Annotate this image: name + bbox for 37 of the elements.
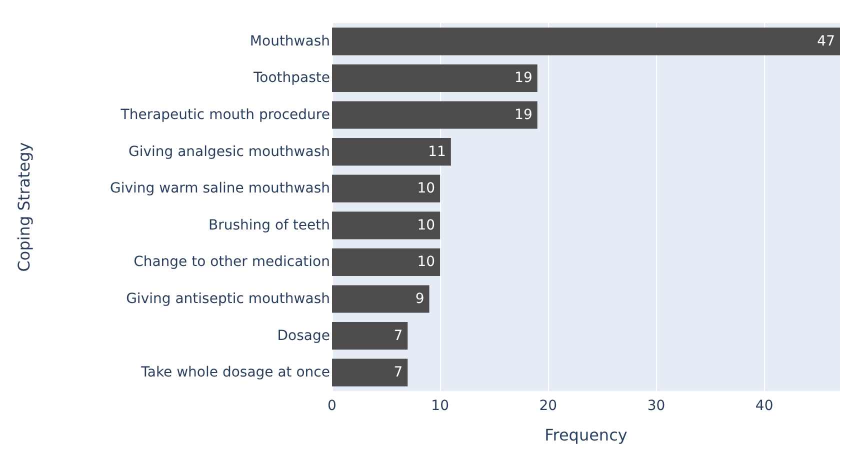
y-tick-label: Giving antiseptic mouthwash	[126, 291, 330, 307]
bar	[332, 101, 538, 129]
data-label: 19	[514, 107, 532, 123]
bar	[332, 212, 440, 240]
x-tick-label: 10	[431, 398, 449, 414]
y-tick-label: Toothpaste	[252, 70, 330, 86]
data-label: 9	[415, 291, 424, 307]
bar	[332, 28, 840, 56]
bar	[332, 248, 440, 276]
y-tick-label: Change to other medication	[134, 254, 330, 270]
data-label: 10	[417, 180, 436, 197]
y-tick-label: Take whole dosage at once	[140, 364, 330, 381]
y-axis-title: Coping Strategy	[14, 142, 34, 272]
y-tick-label: Dosage	[277, 328, 330, 344]
x-tick-label: 40	[755, 398, 774, 414]
data-label: 10	[417, 254, 436, 270]
x-tick-label: 30	[647, 398, 666, 414]
x-tick-label: 20	[539, 398, 558, 414]
x-tick-label: 0	[328, 398, 336, 414]
bar	[332, 64, 538, 92]
y-tick-label: Therapeutic mouth procedure	[120, 107, 330, 123]
y-tick-label: Giving warm saline mouthwash	[110, 180, 330, 197]
y-tick-label: Brushing of teeth	[208, 217, 330, 234]
data-label: 7	[394, 328, 403, 344]
bar	[332, 138, 451, 166]
data-label: 10	[417, 217, 436, 234]
data-label: 11	[428, 144, 446, 160]
data-label: 7	[394, 364, 403, 381]
data-label: 47	[817, 33, 835, 50]
bar	[332, 322, 408, 350]
y-tick-label: Mouthwash	[250, 33, 330, 50]
bar	[332, 174, 440, 202]
bar	[332, 358, 408, 386]
x-axis-title: Frequency	[544, 426, 628, 444]
bar	[332, 285, 430, 313]
y-tick-label: Giving analgesic mouthwash	[128, 144, 330, 160]
data-label: 19	[514, 70, 532, 86]
